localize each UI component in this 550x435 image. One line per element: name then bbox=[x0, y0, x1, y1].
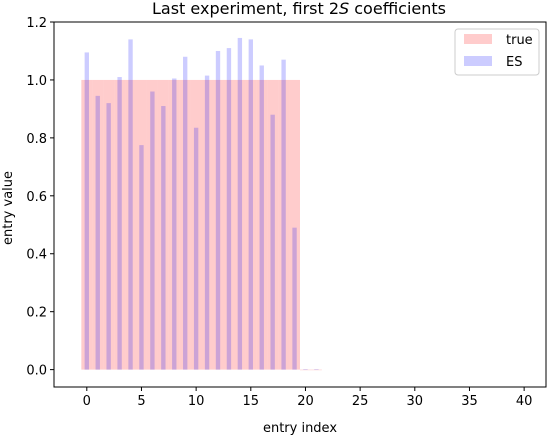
bar-true-14 bbox=[234, 79, 246, 370]
bar-es-11 bbox=[204, 75, 210, 370]
legend-label-true: true bbox=[506, 33, 533, 48]
bar-es-15 bbox=[248, 39, 253, 370]
y-tick-label-1.0: 1.0 bbox=[26, 74, 47, 89]
bar-es-1 bbox=[95, 95, 100, 370]
bar-true-15 bbox=[245, 79, 257, 370]
bar-true-3 bbox=[114, 79, 126, 370]
x-tick-label-35: 35 bbox=[461, 394, 478, 409]
bar-true-17 bbox=[267, 79, 279, 370]
x-tick-label-30: 30 bbox=[407, 394, 424, 409]
x-tick-label-0: 0 bbox=[83, 394, 91, 409]
x-axis-label: entry index bbox=[263, 421, 337, 435]
bar-es-20 bbox=[303, 369, 308, 370]
bar-es-3 bbox=[117, 77, 122, 370]
bar-es-12 bbox=[215, 50, 221, 370]
bar-true-18 bbox=[278, 79, 290, 370]
bar-es-5 bbox=[139, 145, 144, 370]
x-tick-label-15: 15 bbox=[243, 394, 260, 409]
bar-true-5 bbox=[136, 79, 147, 370]
bar-es-18 bbox=[281, 59, 286, 370]
bar-es-14 bbox=[237, 37, 243, 370]
bar-es-8 bbox=[172, 78, 177, 370]
bar-true-11 bbox=[201, 79, 213, 370]
y-tick-label-0.6: 0.6 bbox=[26, 190, 47, 205]
y-tick-label-0.8: 0.8 bbox=[26, 132, 47, 147]
y-tick-label-0.0: 0.0 bbox=[26, 364, 47, 379]
legend-swatch-es bbox=[464, 56, 492, 66]
bar-es-0 bbox=[84, 52, 89, 370]
bar-true-2 bbox=[103, 79, 115, 370]
bar-true-13 bbox=[223, 79, 235, 370]
y-tick-label-1.2: 1.2 bbox=[26, 16, 47, 31]
ticks-layer: 0 5 10 15 20 25 30 35 40 0.0 0.2 0.4 0.6 0.8 1.0 1.2 bbox=[26, 16, 532, 409]
x-tick-label-40: 40 bbox=[516, 394, 533, 409]
legend: true ES bbox=[454, 28, 540, 76]
legend-label-es: ES bbox=[506, 55, 522, 70]
bar-es-16 bbox=[259, 65, 264, 370]
x-tick-label-25: 25 bbox=[352, 394, 369, 409]
bar-true-19 bbox=[289, 79, 300, 370]
bar-true-21 bbox=[310, 369, 322, 371]
bar-es-7 bbox=[161, 106, 166, 370]
bar-true-1 bbox=[92, 79, 104, 370]
y-tick-label-0.2: 0.2 bbox=[26, 306, 47, 321]
bar-es-4 bbox=[128, 39, 133, 370]
plot-frame bbox=[53, 21, 547, 388]
bar-true-4 bbox=[125, 79, 136, 370]
bar-true-9 bbox=[179, 79, 191, 370]
bar-true-12 bbox=[212, 79, 224, 370]
bar-true-8 bbox=[168, 79, 180, 370]
bar-true-16 bbox=[256, 79, 268, 370]
bar-es-10 bbox=[193, 127, 199, 370]
bar-true-6 bbox=[146, 79, 158, 370]
bar-es-9 bbox=[183, 56, 188, 370]
legend-box bbox=[454, 28, 540, 76]
x-tick-label-20: 20 bbox=[297, 394, 314, 409]
bar-es-6 bbox=[150, 91, 155, 370]
y-tick-label-0.4: 0.4 bbox=[26, 248, 47, 263]
bar-true-0 bbox=[81, 79, 93, 370]
x-tick-label-10: 10 bbox=[188, 394, 205, 409]
bar-es-21 bbox=[314, 369, 319, 370]
x-tick-label-5: 5 bbox=[137, 394, 145, 409]
bar-es-2 bbox=[106, 103, 111, 370]
bar-es-13 bbox=[226, 48, 232, 370]
bar-true-10 bbox=[190, 79, 202, 370]
bar-es-17 bbox=[270, 114, 275, 370]
bar-true-7 bbox=[157, 79, 169, 370]
y-axis-label: entry value bbox=[1, 171, 16, 245]
bar-true-20 bbox=[300, 369, 311, 371]
chart-title: Last experiment, first 2S coefficients bbox=[152, 0, 446, 18]
legend-swatch-true bbox=[464, 34, 492, 44]
bar-es-19 bbox=[292, 227, 297, 370]
bars-layer bbox=[81, 37, 322, 371]
